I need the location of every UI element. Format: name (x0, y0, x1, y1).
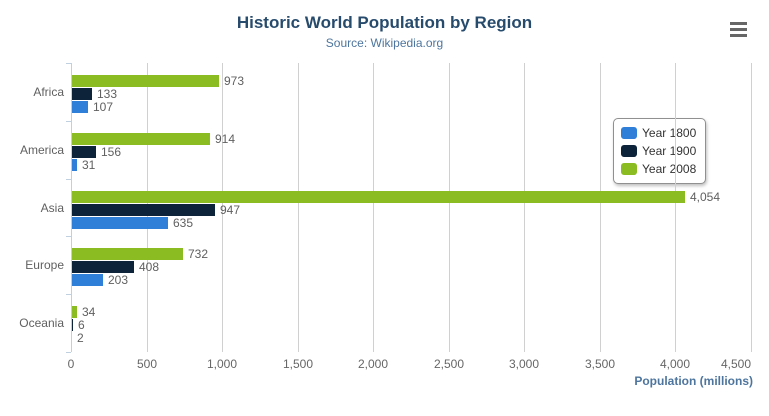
x-axis-tick-label: 3,500 (584, 357, 616, 371)
data-label: 133 (97, 87, 118, 101)
y-axis-tick (66, 236, 71, 237)
x-axis-tick-label: 2,000 (357, 357, 389, 371)
legend-label: Year 2008 (642, 162, 697, 176)
x-axis-tick-label: 500 (136, 357, 158, 371)
category-label: America (19, 143, 64, 157)
hamburger-icon (730, 28, 747, 31)
bar-year-2008[interactable] (72, 75, 219, 87)
y-axis-line (71, 63, 72, 352)
legend-item-year-1900[interactable]: Year 1900 (621, 142, 696, 160)
x-axis-tick-label: 2,500 (433, 357, 465, 371)
hamburger-icon (730, 22, 747, 25)
category-label: Europe (25, 258, 64, 272)
gridline (675, 63, 676, 352)
gridline (751, 63, 752, 352)
legend-item-year-1800[interactable]: Year 1800 (621, 124, 696, 142)
bar-year-1800[interactable] (72, 101, 88, 113)
gridline (298, 63, 299, 352)
bar-year-1900[interactable] (72, 204, 215, 216)
bar-year-1800[interactable] (72, 159, 77, 171)
bar-year-2008[interactable] (72, 306, 77, 318)
data-label: 203 (108, 273, 129, 287)
chart-subtitle: Source: Wikipedia.org (325, 36, 444, 50)
bar-year-2008[interactable] (72, 133, 210, 145)
data-label: 408 (139, 260, 160, 274)
hamburger-icon (730, 34, 747, 37)
bar-year-2008[interactable] (72, 191, 685, 203)
category-label: Oceania (19, 316, 64, 330)
data-label: 34 (82, 305, 96, 319)
bar-year-1900[interactable] (72, 88, 92, 100)
y-axis-tick (66, 179, 71, 180)
data-label: 732 (188, 247, 209, 261)
data-label: 914 (215, 132, 236, 146)
x-axis-tick-label: 1,000 (206, 357, 238, 371)
y-axis-tick (66, 121, 71, 122)
gridline (222, 63, 223, 352)
bar-year-1800[interactable] (72, 274, 103, 286)
x-axis-tick-label: 0 (67, 357, 75, 371)
legend-swatch-icon (621, 127, 637, 139)
export-menu-button[interactable] (730, 22, 748, 38)
category-label: Africa (33, 85, 64, 99)
data-label: 973 (224, 74, 245, 88)
x-axis-tick-label: 3,000 (508, 357, 540, 371)
data-label: 947 (220, 203, 241, 217)
y-axis-tick (66, 352, 71, 353)
category-label: Asia (40, 201, 64, 215)
gridline (600, 63, 601, 352)
chart-title: Historic World Population by Region (236, 13, 533, 32)
bar-year-1800[interactable] (72, 217, 168, 229)
data-label: 635 (173, 216, 194, 230)
gridline (449, 63, 450, 352)
legend-label: Year 1800 (642, 126, 697, 140)
bar-year-1900[interactable] (72, 146, 96, 158)
x-axis-tick-label: 4,000 (659, 357, 691, 371)
legend-swatch-icon (621, 145, 637, 157)
legend-item-year-2008[interactable]: Year 2008 (621, 160, 696, 178)
y-axis-tick (66, 63, 71, 64)
legend-label: Year 1900 (642, 144, 697, 158)
bar-year-1900[interactable] (72, 261, 134, 273)
data-label: 31 (82, 158, 96, 172)
data-label: 107 (93, 100, 114, 114)
gridline (524, 63, 525, 352)
x-axis-tick-label: 4,500 (720, 357, 751, 371)
x-axis-title: Population (millions) (634, 374, 753, 388)
legend-swatch-icon (621, 163, 637, 175)
gridline (373, 63, 374, 352)
bar-year-2008[interactable] (72, 248, 183, 260)
data-label: 2 (77, 331, 84, 345)
x-axis-tick-label: 1,500 (282, 357, 314, 371)
y-axis-tick (66, 294, 71, 295)
legend: Year 1800 Year 1900 Year 2008 (613, 118, 707, 184)
bar-year-1900[interactable] (72, 319, 73, 331)
data-label: 156 (101, 145, 122, 159)
data-label: 4,054 (690, 190, 721, 204)
data-label: 6 (78, 318, 85, 332)
